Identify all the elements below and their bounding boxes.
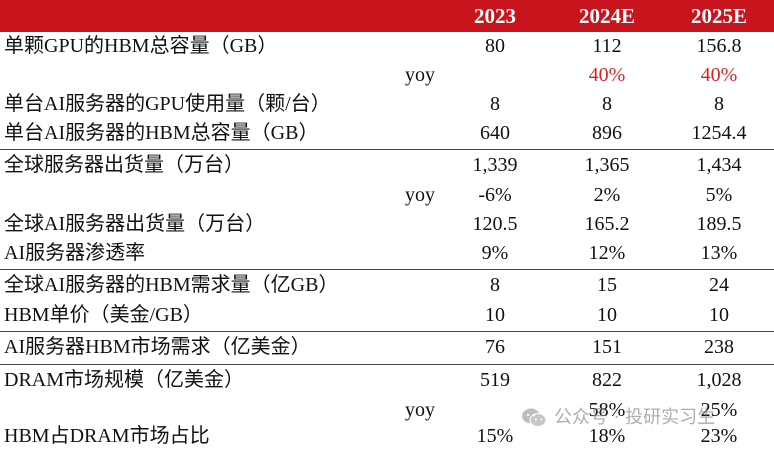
value-2024e: 8 [602,93,612,115]
table-row: AI服务器HBM市场需求（亿美金） 76 151 238 [0,333,774,362]
table-row: AI服务器渗透率 9% 12% 13% [0,239,774,268]
row-label: 全球AI服务器的HBM需求量（亿GB） [4,274,339,296]
value-2024e: 12% [588,242,626,264]
table-row: yoy 40% 40% [0,61,774,90]
row-label: HBM单价（美金/GB） [4,304,203,326]
value-2024e: 10 [597,304,617,326]
value-2024e: 896 [592,122,622,144]
value-2023: 8 [490,274,500,296]
section-divider [0,269,774,270]
value-2023: 1,339 [472,154,518,176]
value-2023: 120.5 [472,213,518,235]
table-row: 全球服务器出货量（万台） 1,339 1,365 1,434 [0,151,774,180]
value-2024e: 112 [592,35,622,57]
table-row: 全球AI服务器的HBM需求量（亿GB） 8 15 24 [0,271,774,300]
value-2025e: 1254.4 [691,122,747,144]
value-2025e: 13% [700,242,738,264]
value-2025e: 1,028 [696,369,742,391]
value-2025e: 5% [705,184,733,206]
row-label: HBM占DRAM市场占比 [4,425,210,447]
row-label: yoy [405,64,435,86]
row-label: 全球服务器出货量（万台） [4,154,244,176]
value-2024e: 58% [588,399,626,421]
section-divider [0,364,774,365]
row-label: 全球AI服务器出货量（万台） [4,213,266,235]
value-2023: 9% [481,242,509,264]
value-2023: 10 [485,304,505,326]
header-year-2024e: 2024E [578,4,635,28]
value-2025e: 25% [700,399,738,421]
watermark: 公众号 · 投研实习生 [520,400,760,436]
value-2025e: 189.5 [696,213,742,235]
value-2025e: 1,434 [696,154,742,176]
value-2023 [445,61,545,90]
row-label: AI服务器渗透率 [4,242,146,264]
value-2025e: 40% [700,64,738,86]
table-row: DRAM市场规模（亿美金） 519 822 1,028 [0,366,774,395]
value-2025e: 156.8 [696,35,742,57]
table-row: yoy 58% 25% [0,396,774,425]
wechat-icon [522,408,547,427]
row-label: yoy [405,399,435,421]
value-2024e: 40% [588,64,626,86]
table-header: 2023 2024E 2025E [0,0,774,32]
row-label: 单台AI服务器的HBM总容量（GB） [4,122,319,144]
value-2023: 76 [485,336,505,358]
header-year-2023: 2023 [474,4,516,28]
row-label: yoy [405,184,435,206]
table-row: 全球AI服务器出货量（万台） 120.5 165.2 189.5 [0,210,774,239]
value-2025e: 238 [704,336,734,358]
value-2023: 8 [490,93,500,115]
section-divider [0,331,774,332]
table-row: yoy -6% 2% 5% [0,181,774,210]
row-label: DRAM市场规模（亿美金） [4,369,245,391]
value-2025e: 8 [714,93,724,115]
value-2025e: 10 [709,304,729,326]
table-row: 单颗GPU的HBM总容量（GB） 80 112 156.8 [0,32,774,61]
row-label: 单台AI服务器的GPU使用量（颗/台） [4,93,331,115]
table-row: HBM占DRAM市场占比 15% 18% 23% [0,422,774,451]
value-2023: 15% [476,425,514,447]
value-2024e: 15 [597,274,617,296]
value-2024e: 165.2 [584,213,630,235]
table-row: 单台AI服务器的GPU使用量（颗/台） 8 8 8 [0,90,774,119]
value-2024e: 18% [588,425,626,447]
value-2024e: 151 [592,336,622,358]
watermark-text: 公众号 · 投研实习生 [554,407,716,428]
table-row: HBM单价（美金/GB） 10 10 10 [0,301,774,330]
section-divider [0,149,774,150]
value-2023: 519 [480,369,510,391]
value-2023: 640 [480,122,510,144]
value-2024e: 1,365 [584,154,630,176]
value-2025e: 23% [700,425,738,447]
value-2024e: 2% [593,184,621,206]
value-2023: 80 [485,35,505,57]
row-label: 单颗GPU的HBM总容量（GB） [4,35,278,57]
value-2024e: 822 [592,369,622,391]
value-2025e: 24 [709,274,729,296]
value-2023: -6% [478,184,512,206]
table-row: 单台AI服务器的HBM总容量（GB） 640 896 1254.4 [0,119,774,148]
header-year-2025e: 2025E [690,4,747,28]
row-label: AI服务器HBM市场需求（亿美金） [4,336,311,358]
